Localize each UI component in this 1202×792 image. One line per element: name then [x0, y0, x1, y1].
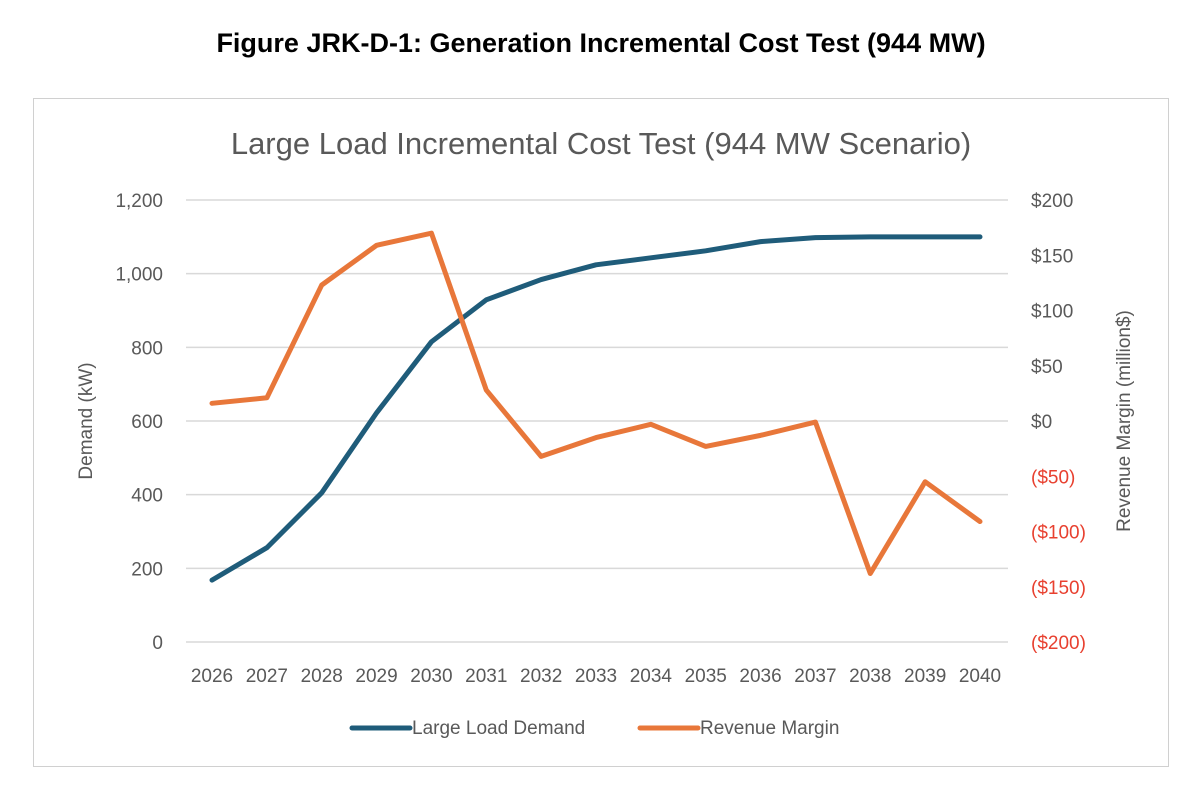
y2-tick-label: ($200) — [1031, 633, 1086, 654]
y2-tick-label: ($150) — [1031, 578, 1086, 599]
legend-label: Large Load Demand — [412, 718, 585, 739]
x-tick-label: 2027 — [246, 666, 288, 687]
x-tick-label: 2026 — [191, 666, 233, 687]
y-axis-label: Demand (kW) — [76, 362, 97, 479]
x-tick-label: 2038 — [849, 666, 891, 687]
y-tick-label: 600 — [131, 412, 163, 433]
y2-tick-label: $150 — [1031, 246, 1073, 267]
demand-line — [209, 234, 983, 583]
y-tick-label: 400 — [131, 486, 163, 507]
x-tick-label: 2036 — [739, 666, 781, 687]
x-tick-label: 2028 — [301, 666, 343, 687]
chart-frame — [33, 98, 1169, 767]
figure-title: Figure JRK-D-1: Generation Incremental C… — [216, 28, 986, 58]
x-tick-label: 2029 — [355, 666, 397, 687]
y2-axis-label: Revenue Margin (million$) — [1114, 310, 1135, 532]
legend-label: Revenue Margin — [700, 718, 839, 739]
x-tick-label: 2039 — [904, 666, 946, 687]
x-tick-label: 2034 — [630, 666, 673, 687]
y-tick-label: 800 — [131, 338, 163, 359]
x-tick-label: 2033 — [575, 666, 617, 687]
x-tick-label: 2031 — [465, 666, 507, 687]
y-tick-label: 0 — [152, 633, 163, 654]
y2-tick-label: $100 — [1031, 302, 1073, 323]
y2-tick-label: $50 — [1031, 357, 1063, 378]
x-tick-label: 2035 — [685, 666, 727, 687]
x-tick-label: 2037 — [794, 666, 836, 687]
y-tick-label: 200 — [131, 559, 163, 580]
chart-title: Large Load Incremental Cost Test (944 MW… — [231, 126, 971, 161]
x-tick-label: 2032 — [520, 666, 562, 687]
y2-tick-label: ($100) — [1031, 523, 1086, 544]
x-tick-label: 2030 — [410, 666, 452, 687]
y2-tick-label: ($50) — [1031, 467, 1075, 488]
x-tick-label: 2040 — [959, 666, 1001, 687]
y-tick-label: 1,200 — [115, 191, 163, 212]
y2-tick-label: $200 — [1031, 191, 1073, 212]
y-tick-label: 1,000 — [115, 265, 163, 286]
y2-tick-label: $0 — [1031, 412, 1052, 433]
revenue-margin-line — [209, 230, 983, 576]
